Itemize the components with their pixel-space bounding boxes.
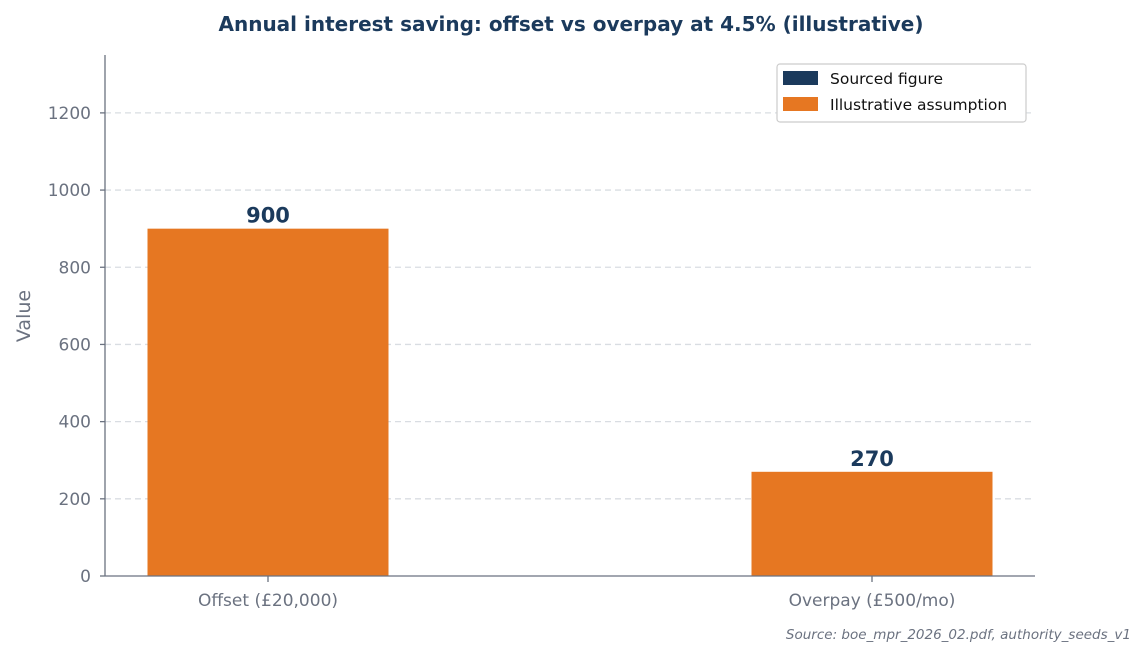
x-ticks: Offset (£20,000) Overpay (£500/mo) (198, 576, 955, 611)
source-note: Source: boe_mpr_2026_02.pdf, authority_s… (786, 627, 1131, 643)
bar (751, 471, 993, 576)
bar (147, 228, 389, 576)
x-tick-label: Offset (£20,000) (198, 591, 338, 611)
legend-swatch-sourced (783, 71, 818, 85)
legend-box (776, 63, 1027, 123)
bar-value-label: 900 (246, 204, 290, 228)
y-axis-label: Value (13, 290, 35, 342)
legend-label-illustrative: Illustrative assumption (830, 96, 1007, 114)
legend-label-sourced: Sourced figure (830, 70, 943, 88)
y-ticks: 0 200 400 600 800 1000 1200 (48, 104, 105, 587)
y-tick-label: 200 (59, 490, 91, 510)
y-tick-label: 1000 (48, 181, 91, 201)
bars (147, 228, 993, 576)
y-tick-label: 1200 (48, 104, 91, 124)
x-tick-label: Overpay (£500/mo) (789, 591, 956, 611)
y-tick-label: 600 (59, 335, 91, 355)
bar-value-labels: 900 270 (246, 204, 894, 471)
y-tick-label: 800 (59, 258, 91, 278)
bar-value-label: 270 (850, 447, 894, 471)
axes (104, 55, 1035, 577)
chart-title: Annual interest saving: offset vs overpa… (218, 12, 923, 36)
legend-swatch-illustrative (783, 97, 818, 111)
y-tick-label: 400 (59, 413, 91, 433)
legend: Sourced figure Illustrative assumption (776, 63, 1027, 123)
y-tick-label: 0 (80, 567, 91, 587)
